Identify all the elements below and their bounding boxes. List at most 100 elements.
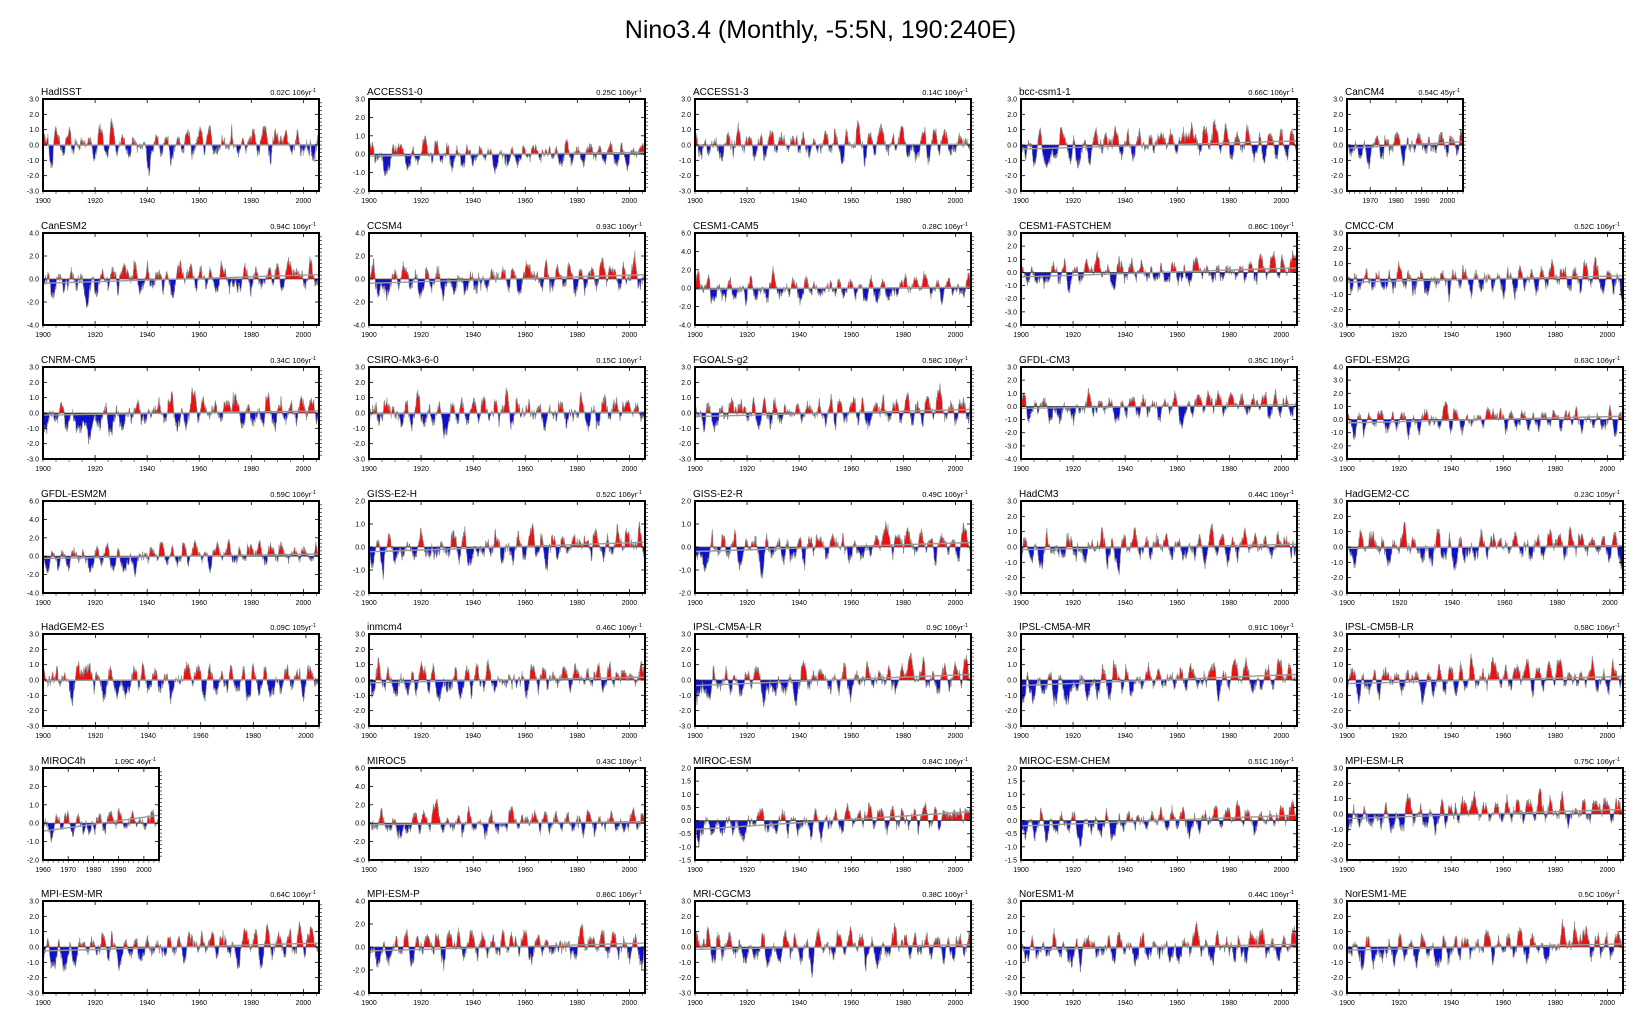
panel-hadgem2-es: 3.0 2.0 1.0 0.0 -1.0 -2.0 -3.0 1900 1920 1940 1960… (27, 622, 322, 740)
panel-trend-label: 0.59C 106yr-1 (270, 490, 316, 499)
panel-model-label: NorESM1-M (1019, 889, 1074, 900)
y-tick-label: 0.0 (355, 945, 365, 952)
x-tick-label: 1940 (1444, 600, 1460, 607)
panel-model-label: CNRM-CM5 (41, 355, 96, 366)
panel-model-label: HadGEM2-ES (41, 622, 105, 633)
x-tick-label: 2000 (1600, 1000, 1616, 1007)
x-tick-label: 1940 (1117, 466, 1133, 473)
x-tick-label: 1980 (1548, 332, 1564, 339)
y-tick-label: 2.0 (29, 535, 39, 542)
y-tick-label: -4.0 (27, 591, 39, 598)
y-tick-label: -2.0 (1005, 975, 1017, 982)
panel-canesm2: 4.0 2.0 0.0 -2.0 -4.0 1900 1920 1940 1960 1980 200… (27, 221, 322, 339)
y-tick-label: 2.0 (1007, 244, 1017, 251)
y-tick-label: 0.0 (1007, 678, 1017, 685)
y-tick-label: 0.0 (1333, 812, 1343, 819)
plot-frame (1020, 232, 1298, 326)
panel-model-label: HadISST (41, 87, 82, 98)
anomaly-line (694, 266, 972, 307)
y-tick-label: -2.0 (679, 173, 691, 180)
x-tick-label: 1900 (1013, 733, 1029, 740)
y-tick-label: -2.0 (1005, 173, 1017, 180)
panel-trend-label: 0.86C 106yr-1 (1248, 222, 1294, 231)
x-tick-label: 2000 (622, 332, 638, 339)
y-tick-label: 1.0 (1333, 404, 1343, 411)
y-tick-label: 1.5 (681, 779, 691, 786)
trend-line (42, 678, 320, 682)
x-tick-label: 1940 (791, 466, 807, 473)
negative-anomaly-fill (369, 279, 645, 302)
y-tick-label: -1.0 (27, 693, 39, 700)
anomaly-line (694, 922, 972, 979)
y-tick-label: 3.0 (355, 632, 365, 639)
y-tick-label: -1.5 (1005, 858, 1017, 865)
y-tick-label: -2.0 (1005, 296, 1017, 303)
panel-model-label: HadCM3 (1019, 489, 1059, 500)
y-tick-label: -2.0 (1005, 430, 1017, 437)
y-tick-label: -4.0 (1005, 323, 1017, 330)
x-tick-label: 1940 (1443, 466, 1459, 473)
y-tick-label: -3.0 (679, 724, 691, 731)
anomaly-line (368, 798, 646, 841)
positive-anomaly-fill (369, 657, 645, 680)
y-tick-label: -3.0 (1331, 591, 1343, 598)
x-tick-label: 1960 (517, 466, 533, 473)
x-tick-label: 1980 (1548, 867, 1564, 874)
y-tick-label: -3.0 (1331, 189, 1343, 196)
y-tick-label: 2.0 (29, 254, 39, 261)
panel-access1-0: 3.0 2.0 1.0 0.0 -1.0 -2.0 1900 1920 1940 1960 1980… (353, 87, 648, 205)
panel-gfdl-esm2m: 6.0 4.0 2.0 0.0 -2.0 -4.0 1900 1920 1940 1960 1980… (27, 489, 322, 607)
x-tick-label: 1900 (35, 198, 51, 205)
y-tick-label: 2.0 (355, 380, 365, 387)
y-tick-label: 2.0 (681, 766, 691, 773)
x-tick-label: 1920 (1065, 867, 1081, 874)
trend-line (694, 143, 972, 147)
panel-mri-cgcm3: 3.0 2.0 1.0 0.0 -1.0 -2.0 -3.0 1900 1920 1940 1960… (679, 889, 974, 1007)
panel-miroc-esm: 2.0 1.5 1.0 0.5 0.0 -0.5 -1.0 -1.5 1900 1920 1940 1… (679, 756, 974, 874)
panel-miroc5: 6.0 4.0 2.0 0.0 -2.0 -4.0 1900 1920 1940 1960 1980… (353, 756, 648, 874)
trend-line (1346, 140, 1464, 150)
panel-trend-label: 0.09C 105yr-1 (270, 623, 316, 632)
trend-line (368, 411, 646, 415)
x-tick-label: 1980 (1222, 466, 1238, 473)
x-tick-label: 1980 (570, 600, 586, 607)
trend-line (368, 274, 646, 284)
anomaly-line (1346, 652, 1624, 706)
y-tick-label: 3.0 (1007, 365, 1017, 372)
y-tick-label: 0.0 (355, 277, 365, 284)
x-tick-label: 1980 (86, 867, 102, 874)
negative-anomaly-fill (1347, 947, 1623, 971)
x-tick-label: 1980 (244, 466, 260, 473)
panel-model-label: inmcm4 (367, 622, 402, 633)
y-tick-label: 1.0 (1333, 662, 1343, 669)
y-tick-label: 2.0 (355, 922, 365, 929)
y-tick-label: 2.0 (355, 254, 365, 261)
x-tick-label: 1960 (843, 733, 859, 740)
panel-csiro-mk3-6-0: 3.0 2.0 1.0 0.0 -1.0 -2.0 -3.0 1900 1920 1940 1960… (353, 355, 648, 473)
y-tick-label: -1.0 (1331, 292, 1343, 299)
x-tick-label: 1980 (1548, 466, 1564, 473)
panel-trend-label: 0.52C 106yr-1 (596, 490, 642, 499)
x-tick-label: 1940 (139, 332, 155, 339)
y-tick-label: 0.0 (1333, 277, 1343, 284)
x-tick-label: 1960 (517, 867, 533, 874)
y-tick-label: -2.0 (27, 975, 39, 982)
y-tick-label: 1.0 (681, 792, 691, 799)
x-tick-label: 2000 (948, 1000, 964, 1007)
x-tick-label: 1980 (1548, 733, 1564, 740)
panel-model-label: GISS-E2-R (693, 489, 743, 500)
x-tick-label: 1940 (1117, 198, 1133, 205)
x-tick-label: 1980 (570, 733, 586, 740)
trend-line (42, 273, 320, 285)
y-tick-label: 1.0 (1007, 662, 1017, 669)
y-tick-label: 1.0 (1333, 529, 1343, 536)
trend-line (1020, 267, 1298, 278)
panel-model-label: CSIRO-Mk3-6-0 (367, 355, 439, 366)
negative-anomaly-fill (43, 413, 319, 445)
y-tick-label: -2.0 (353, 968, 365, 975)
y-tick-label: 2.0 (1333, 391, 1343, 398)
y-tick-label: 1.0 (1007, 792, 1017, 799)
panel-model-label: MIROC4h (41, 756, 85, 767)
trend-line (1020, 543, 1298, 551)
panel-cancm4: 3.0 2.0 1.0 0.0 -1.0 -2.0 -3.0 1970 1980 1990 2000… (1331, 87, 1466, 205)
